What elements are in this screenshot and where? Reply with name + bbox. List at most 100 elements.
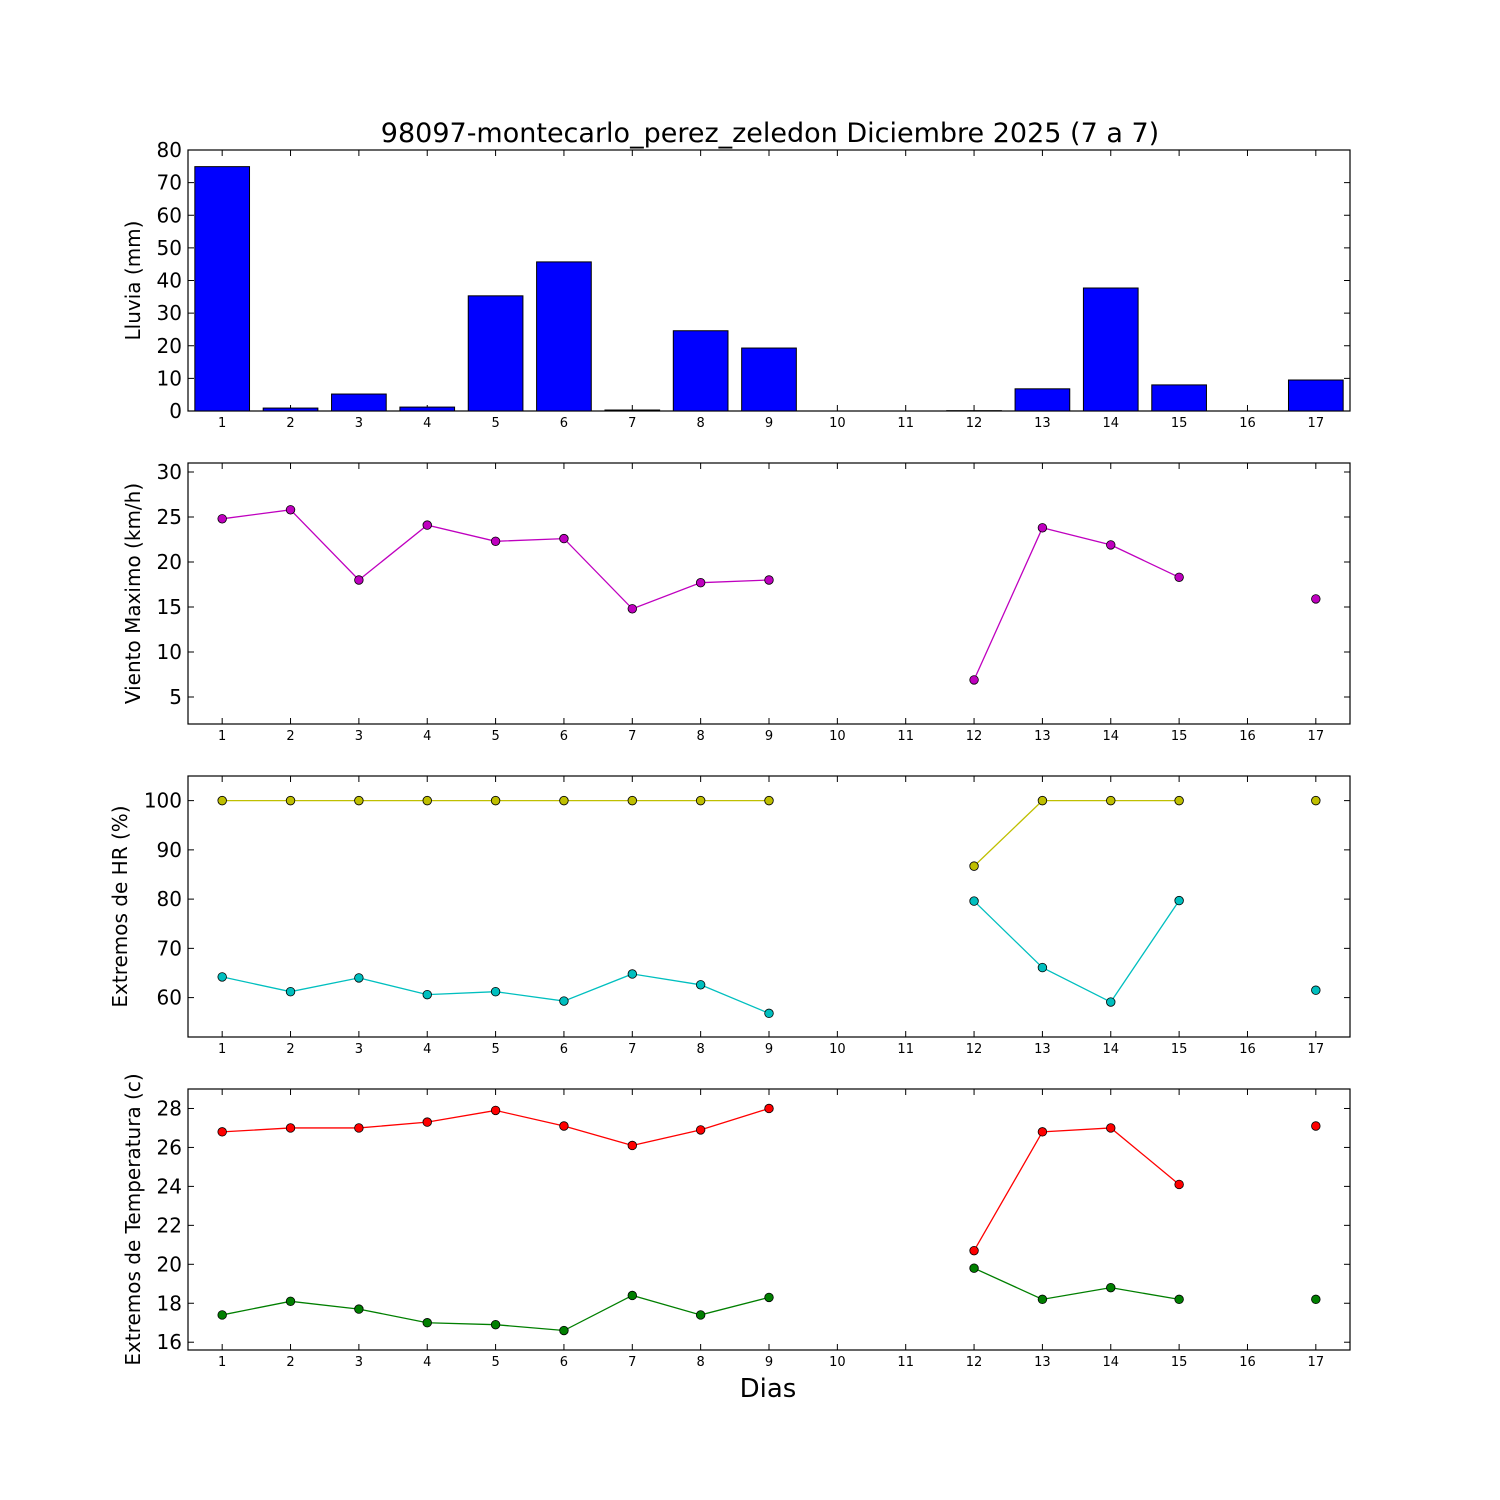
- bar: [1082, 287, 1139, 411]
- bar: [741, 347, 797, 411]
- x-tick-label: 10: [829, 416, 846, 431]
- bar: [399, 406, 456, 411]
- data-point: [354, 1123, 364, 1133]
- x-tick-label: 9: [765, 1355, 773, 1370]
- data-point: [354, 973, 364, 983]
- y-tick-label: 24: [157, 1174, 182, 1198]
- data-point: [969, 896, 979, 906]
- y-tick-label: 15: [157, 595, 182, 619]
- data-point: [1037, 1294, 1048, 1305]
- data-point: [285, 505, 296, 515]
- x-tick-label: 1: [218, 729, 226, 744]
- y-axis-label: Extremos de Temperatura (c): [121, 1073, 145, 1365]
- bar: [194, 166, 251, 411]
- x-tick-label: 5: [491, 416, 499, 431]
- x-tick-label: 11: [897, 1042, 914, 1057]
- data-point: [1174, 895, 1184, 906]
- data-point: [764, 1008, 774, 1019]
- y-axis-label: Lluvia (mm): [121, 221, 145, 341]
- x-tick-label: 8: [697, 1042, 705, 1057]
- data-point: [559, 533, 569, 544]
- data-point: [559, 1325, 569, 1336]
- series-line: [973, 1267, 1180, 1301]
- x-tick-label: 3: [355, 729, 363, 744]
- x-tick-label: 17: [1308, 416, 1325, 431]
- x-tick-label: 4: [423, 1355, 431, 1370]
- x-tick-label: 6: [560, 1355, 568, 1370]
- data-point: [627, 795, 637, 806]
- x-tick-label: 7: [628, 1042, 636, 1057]
- y-tick-label: 100: [144, 789, 182, 813]
- x-tick-label: 8: [697, 416, 705, 431]
- x-tick-label: 2: [286, 416, 294, 431]
- x-tick-label: 13: [1034, 1355, 1051, 1370]
- x-tick-label: 9: [765, 1042, 773, 1057]
- y-tick-label: 30: [157, 301, 182, 325]
- x-tick-label: 14: [1102, 1042, 1119, 1057]
- series-line: [973, 799, 1180, 867]
- x-tick-label: 14: [1102, 416, 1119, 431]
- data-point: [695, 980, 706, 990]
- y-tick-label: 10: [157, 366, 182, 390]
- data-point: [422, 1318, 432, 1328]
- data-point: [1174, 1179, 1184, 1190]
- y-tick-label: 60: [157, 986, 182, 1010]
- x-tick-label: 2: [286, 729, 294, 744]
- data-marks: [194, 166, 1344, 411]
- x-tick-label: 17: [1308, 1042, 1325, 1057]
- x-tick-label: 6: [560, 416, 568, 431]
- y-tick-label: 80: [157, 138, 182, 162]
- data-point: [1106, 540, 1116, 550]
- y-tick-label: 20: [157, 334, 182, 358]
- data-point: [695, 1310, 706, 1320]
- data-marks: [217, 1103, 1321, 1336]
- data-point: [217, 795, 227, 806]
- x-tick-label: 8: [697, 1355, 705, 1370]
- x-tick-label: 14: [1102, 729, 1119, 744]
- x-tick-label: 7: [628, 416, 636, 431]
- bar: [1014, 388, 1071, 411]
- y-tick-label: 5: [169, 685, 182, 709]
- y-tick-label: 30: [157, 460, 182, 484]
- data-point: [764, 1292, 774, 1303]
- x-tick-label: 14: [1102, 1355, 1119, 1370]
- data-point: [422, 989, 432, 1000]
- x-tick-label: 4: [423, 416, 431, 431]
- data-point: [1037, 1127, 1048, 1137]
- x-tick-label: 5: [491, 1355, 499, 1370]
- x-tick-label: 10: [829, 729, 846, 744]
- bar: [1151, 384, 1207, 411]
- x-tick-label: 5: [491, 1042, 499, 1057]
- y-tick-label: 70: [157, 936, 182, 960]
- y-tick-label: 20: [157, 1252, 182, 1276]
- x-tick-label: 2: [286, 1042, 294, 1057]
- data-point: [490, 795, 501, 806]
- y-tick-label: 18: [157, 1291, 182, 1315]
- y-tick-label: 25: [157, 505, 182, 529]
- x-tick-label: 12: [966, 1042, 983, 1057]
- data-point: [354, 1304, 364, 1314]
- data-point: [1311, 594, 1321, 604]
- x-tick-label: 7: [628, 729, 636, 744]
- x-tick-label: 11: [897, 416, 914, 431]
- bar: [604, 409, 661, 411]
- y-axis-label: Extremos de HR (%): [108, 805, 132, 1007]
- data-point: [1311, 795, 1321, 806]
- x-tick-label: 1: [218, 1042, 226, 1057]
- x-axis-label: Dias: [740, 1374, 797, 1404]
- x-tick-label: 1: [218, 1355, 226, 1370]
- x-tick-label: 10: [829, 1355, 846, 1370]
- y-tick-label: 60: [157, 203, 182, 227]
- data-point: [285, 986, 296, 997]
- data-point: [695, 795, 706, 806]
- data-point: [764, 795, 774, 806]
- x-tick-label: 3: [355, 1355, 363, 1370]
- x-tick-label: 4: [423, 729, 431, 744]
- x-tick-label: 11: [897, 729, 914, 744]
- y-tick-label: 0: [169, 399, 182, 423]
- x-tick-label: 9: [765, 416, 773, 431]
- data-point: [969, 675, 979, 685]
